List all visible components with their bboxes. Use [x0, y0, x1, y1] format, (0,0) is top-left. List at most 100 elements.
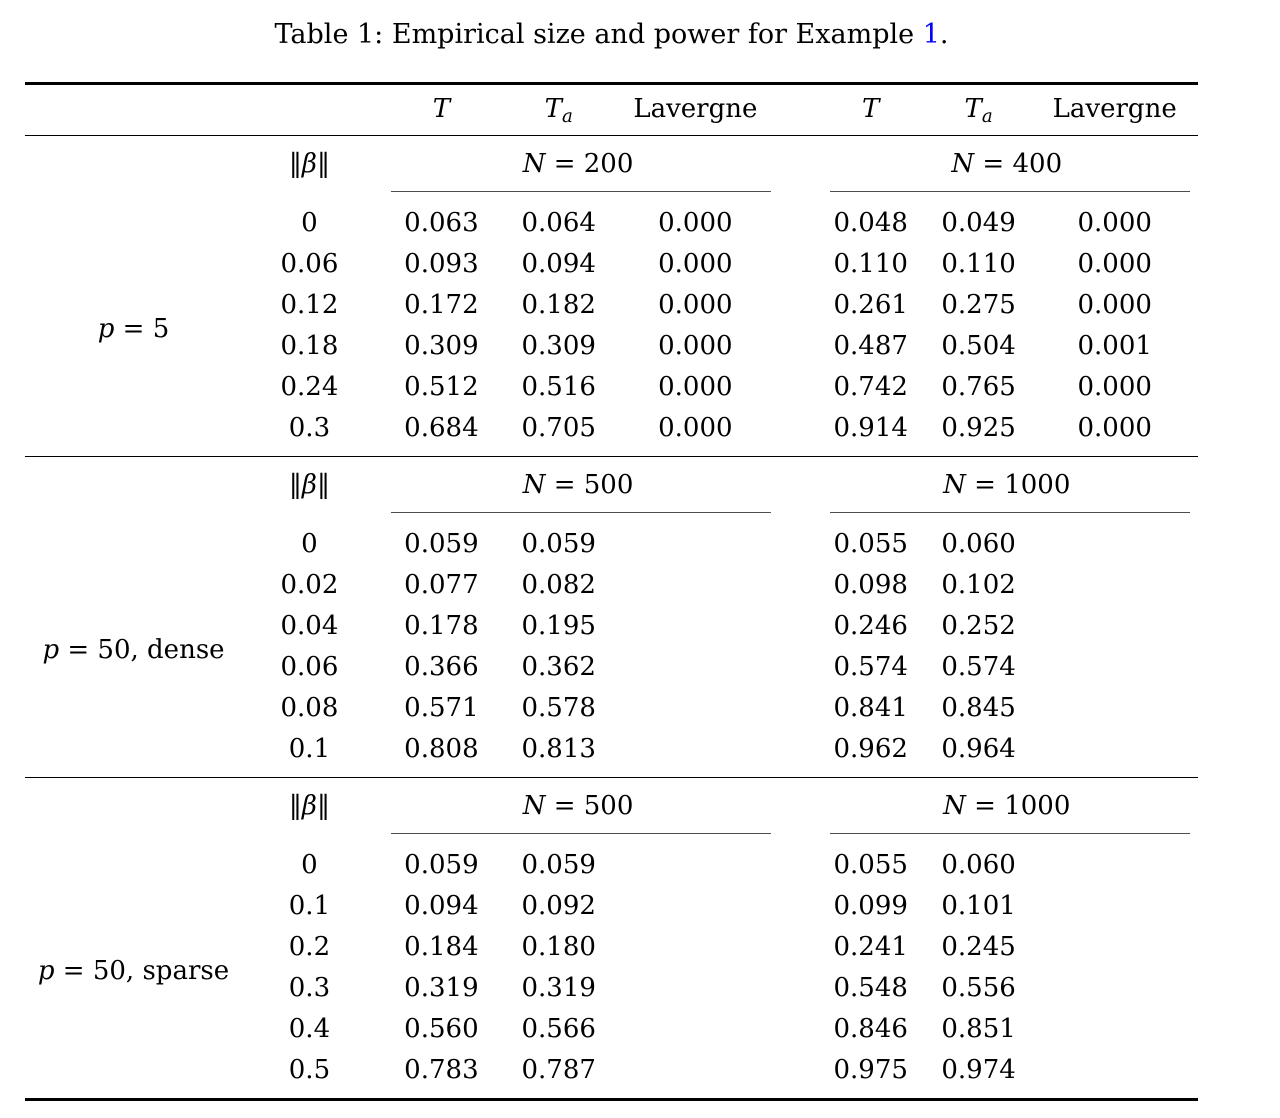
column-gap: [779, 647, 815, 688]
col-header-lavergne-right: Lavergne: [1031, 85, 1198, 136]
value-cell: 0.914: [833, 413, 908, 443]
ta-subscript: a: [981, 106, 993, 128]
beta-value: 0.1: [288, 734, 331, 764]
norm-close: ‖: [316, 791, 330, 821]
value-cell: [1031, 513, 1198, 565]
value-cell: 0.309: [404, 331, 479, 361]
n-value: = 500: [545, 791, 634, 821]
value-cell: 0.574: [833, 652, 908, 682]
column-gap: [779, 834, 815, 886]
value-cell: 0.574: [941, 652, 1016, 682]
section-label: p = 50, sparse: [25, 834, 242, 1098]
value-cell: 0.560: [404, 1014, 479, 1044]
value-cell: [611, 834, 779, 886]
n-header: N = 500: [377, 778, 779, 835]
section-label: p = 50, dense: [25, 513, 242, 778]
table-row: 0.06 0.093 0.094 0.000 0.110 0.110 0.000: [25, 244, 1198, 285]
value-cell: [611, 729, 779, 778]
value-cell: 0.195: [521, 611, 596, 641]
col-header-T-left: T: [377, 85, 506, 136]
table-row: p = 5 0 0.063 0.064 0.000 0.048 0.049 0.000: [25, 192, 1198, 344]
value-cell: 0.000: [658, 290, 733, 320]
example-ref-link[interactable]: 1: [922, 19, 940, 50]
value-cell: [611, 886, 779, 927]
ta-symbol: T: [544, 94, 562, 124]
table-row: 0.3 0.684 0.705 0.000 0.914 0.925 0.000: [25, 408, 1198, 457]
value-cell: 0.808: [404, 734, 479, 764]
value-cell: 0.765: [941, 372, 1016, 402]
column-gap: [779, 565, 815, 606]
value-cell: 0.000: [658, 249, 733, 279]
value-cell: [1031, 1009, 1198, 1050]
value-cell: 0.094: [404, 891, 479, 921]
value-cell: 0.064: [521, 208, 596, 238]
section-0: ‖β‖ N = 200 N = 400 p = 5 0 0.063 0.064 0.000 0.…: [25, 136, 1198, 457]
value-cell: 0.362: [521, 652, 596, 682]
col-header-Ta-right: Ta: [926, 85, 1032, 136]
p-value: = 5: [114, 314, 170, 344]
beta-value: 0.2: [288, 932, 331, 962]
value-cell: 0.093: [404, 249, 479, 279]
value-cell: 0.060: [941, 529, 1016, 559]
empty-header-cell: [25, 85, 242, 136]
column-gap: [779, 244, 815, 285]
beta-value: 0.06: [280, 249, 339, 279]
value-cell: 0.252: [941, 611, 1016, 641]
value-cell: 0.556: [941, 973, 1016, 1003]
value-cell: 0.261: [833, 290, 908, 320]
value-cell: 0.094: [521, 249, 596, 279]
value-cell: [1031, 565, 1198, 606]
value-cell: 0.000: [1077, 208, 1152, 238]
n-header: N = 400: [816, 136, 1198, 193]
value-cell: 0.813: [521, 734, 596, 764]
value-cell: 0.000: [658, 413, 733, 443]
column-gap: [779, 729, 815, 778]
table-row: 0.08 0.571 0.578 0.841 0.845: [25, 688, 1198, 729]
value-cell: 0.059: [404, 850, 479, 880]
value-cell: [1031, 729, 1198, 778]
norm-open: ‖: [288, 149, 302, 179]
norm-beta-header: ‖β‖: [242, 136, 377, 193]
column-gap: [779, 367, 815, 408]
p-value: = 50, dense: [59, 635, 225, 665]
caption-period: .: [939, 19, 949, 50]
n-header: N = 500: [377, 457, 779, 514]
value-cell: [1031, 927, 1198, 968]
p-value: = 50, sparse: [54, 956, 230, 986]
col-header-lavergne-left: Lavergne: [611, 85, 779, 136]
table-row: 0.4 0.560 0.566 0.846 0.851: [25, 1009, 1198, 1050]
value-cell: 0.092: [521, 891, 596, 921]
caption-text: Table 1: Empirical size and power for Ex…: [274, 19, 923, 50]
value-cell: 0.783: [404, 1055, 479, 1085]
n-symbol: N: [943, 791, 966, 821]
value-cell: [1031, 886, 1198, 927]
n-header: N = 200: [377, 136, 779, 193]
value-cell: 0.787: [521, 1055, 596, 1085]
value-cell: 0.319: [521, 973, 596, 1003]
value-cell: [611, 513, 779, 565]
table-1-region: T Ta Lavergne T Ta Lavergne ‖β‖ N = 200 N …: [25, 82, 1198, 1101]
n-symbol: N: [522, 470, 546, 500]
column-gap: [779, 513, 815, 565]
value-cell: 0.000: [1077, 372, 1152, 402]
beta-value: 0.3: [288, 973, 331, 1003]
beta-symbol: β: [301, 791, 317, 821]
table-row: 0.12 0.172 0.182 0.000 0.261 0.275 0.000: [25, 285, 1198, 326]
value-cell: [1031, 968, 1198, 1009]
n-header: N = 1000: [816, 457, 1198, 514]
table-row: p = 50, dense 0 0.059 0.059 0.055 0.060: [25, 513, 1198, 665]
beta-value: 0: [301, 208, 318, 238]
value-cell: 0.184: [404, 932, 479, 962]
value-cell: 0.319: [404, 973, 479, 1003]
n-symbol: N: [943, 470, 966, 500]
value-cell: 0.846: [833, 1014, 908, 1044]
value-cell: [611, 968, 779, 1009]
lavergne-label: Lavergne: [633, 94, 758, 124]
value-cell: 0.275: [941, 290, 1016, 320]
beta-value: 0: [301, 529, 318, 559]
value-cell: 0.049: [941, 208, 1016, 238]
value-cell: 0.055: [833, 529, 908, 559]
value-cell: 0.178: [404, 611, 479, 641]
column-gap: [779, 457, 815, 514]
table-row: 0.06 0.366 0.362 0.574 0.574: [25, 647, 1198, 688]
